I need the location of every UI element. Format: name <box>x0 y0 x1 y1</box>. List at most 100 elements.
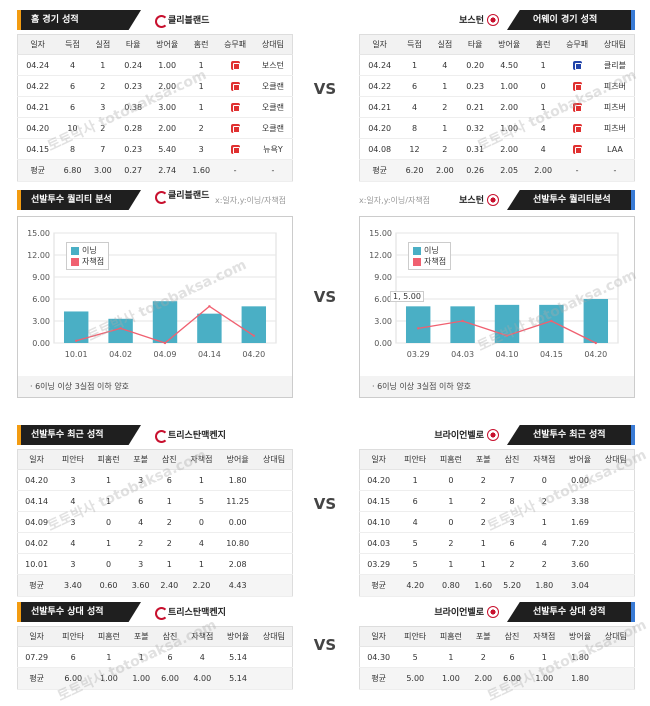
average-cell: 6.80 <box>57 159 88 182</box>
table-cell: 7 <box>87 138 119 160</box>
y-tick-label: 9.00 <box>32 273 50 282</box>
y-tick-label: 15.00 <box>27 229 50 238</box>
table-cell: 1 <box>90 469 127 491</box>
average-cell: 0.27 <box>118 159 149 182</box>
earned-runs-swatch-icon <box>71 257 79 266</box>
average-cell <box>597 667 635 690</box>
table-cell: LAA <box>595 138 635 160</box>
average-cell: 6.20 <box>399 159 430 182</box>
table-cell <box>256 553 293 575</box>
table-cell: 0.20 <box>460 54 491 76</box>
table-cell: 6 <box>154 469 184 491</box>
column-header: 자책점 <box>183 449 220 470</box>
table-header-row: 일자 피안타 피홈런 포볼 삼진 자책점 방어율 상대팀 <box>359 626 635 647</box>
chart-tooltip: 1, 5.00 <box>390 291 424 302</box>
table-cell: 1 <box>87 54 119 76</box>
table-cell: 4 <box>397 511 434 533</box>
cleveland-logo-icon <box>153 429 168 443</box>
table-row: 03.29 5 1 1 2 2 3.60 <box>359 553 635 575</box>
table-cell: 0.00 <box>219 511 257 533</box>
average-cell: 평균 <box>359 667 398 690</box>
boston-logo-icon <box>487 13 499 26</box>
table-cell: 04.15 <box>17 138 58 160</box>
table-cell: 04.22 <box>17 75 58 97</box>
vs-label: VS <box>313 80 337 98</box>
table-cell <box>256 490 293 512</box>
y-tick-label: 6.00 <box>32 295 50 304</box>
table-cell: 3 <box>55 469 91 491</box>
table-cell: 04.24 <box>359 54 400 76</box>
column-header: 포볼 <box>126 626 156 647</box>
average-cell: 1.80 <box>562 667 598 690</box>
recent-left-team: 트리스탄맥켄지 <box>153 428 226 443</box>
table-cell: 2 <box>185 117 217 139</box>
table-cell: 4 <box>184 646 221 668</box>
table-cell: 1 <box>91 646 127 668</box>
table-cell: 3.38 <box>562 490 598 512</box>
column-header: 피홈런 <box>91 626 127 647</box>
table-cell: 2 <box>468 511 498 533</box>
table-cell: 8 <box>497 490 527 512</box>
table-cell: 0 <box>527 75 559 97</box>
table-row: 04.15 8 7 0.23 5.40 3 뉴욕Y <box>17 138 293 160</box>
matchup-right-team: 브라이언벨로 <box>434 605 499 618</box>
home-record-table: 일자 득점 실점 타율 방어율 홈런 승무패 상대팀 04.24 4 1 0.24 1.00 1 보스턴 04… <box>17 34 293 182</box>
average-cell: 2.74 <box>148 159 186 182</box>
table-cell: 5 <box>397 532 434 554</box>
average-cell: 평균 <box>17 667 56 690</box>
home-team-name: 클리블랜드 <box>168 16 210 26</box>
matchup-right-table: 일자 피안타 피홈런 포볼 삼진 자책점 방어율 상대팀 04.30 5 1 2 6 1 1.80 평균 5.0… <box>359 626 635 690</box>
bar-innings <box>450 306 475 343</box>
y-tick-label: 12.00 <box>27 251 50 260</box>
table-cell: 04.03 <box>359 532 398 554</box>
x-tick-label: 04.09 <box>154 350 177 359</box>
table-row: 04.24 4 1 0.24 1.00 1 보스턴 <box>17 54 293 76</box>
column-header: 홈런 <box>527 34 559 55</box>
loss-badge-icon <box>572 144 582 154</box>
table-row: 04.20 8 1 0.32 1.00 4 피츠버 <box>359 117 635 139</box>
table-header-row: 일자 득점 실점 타율 방어율 홈런 승무패 상대팀 <box>359 34 635 55</box>
average-cell: 3.04 <box>562 574 598 597</box>
average-cell: - <box>253 159 293 182</box>
column-header: 방어율 <box>220 626 256 647</box>
y-tick-label: 0.00 <box>374 339 392 348</box>
table-cell: 11.25 <box>219 490 257 512</box>
quality-right-chart-svg: 0.00 3.00 6.00 9.00 12.00 15.00 03.29 04.03 04.1… <box>369 229 619 359</box>
table-cell: 2 <box>468 469 498 491</box>
average-cell: 3.60 <box>126 574 155 597</box>
recent-right-panel: 선발투수 최근 성적 브라이언벨로 일자 피안타 피홈런 포볼 삼진 자책점 방어율 상대팀 0… <box>359 425 635 597</box>
table-cell <box>597 646 635 668</box>
table-cell: 1.80 <box>219 469 257 491</box>
quality-left-panel: 선발투수 퀄리티 분석 클리블랜드 x:일자,y:이닝/자책점 <box>17 190 293 210</box>
table-cell: 1 <box>90 490 127 512</box>
average-cell: 1.60 <box>185 159 217 182</box>
table-cell <box>597 511 635 533</box>
table-cell: 4 <box>527 138 559 160</box>
away-team-name: 보스턴 <box>459 16 484 26</box>
table-cell: 1 <box>399 54 430 76</box>
point-earned-runs <box>594 341 597 345</box>
average-cell: 5.20 <box>497 574 527 597</box>
table-cell: 04.20 <box>17 117 58 139</box>
x-tick-label: 04.14 <box>198 350 221 359</box>
matchup-left-team: 트리스탄맥켄지 <box>153 605 226 620</box>
table-cell: 7 <box>497 469 527 491</box>
matchup-left-panel: 선발투수 상대 성적 트리스탄맥켄지 일자 피안타 피홈런 포볼 삼진 자책점 방어율 상대팀… <box>17 602 293 690</box>
home-team-label: 클리블랜드 <box>153 13 210 28</box>
table-cell: 04.20 <box>359 469 398 491</box>
point-earned-runs <box>75 339 78 342</box>
table-row: 04.22 6 2 0.23 2.00 1 오클랜 <box>17 75 293 97</box>
average-cell: 2.05 <box>490 159 528 182</box>
table-cell: 4 <box>399 96 430 118</box>
earned-runs-swatch-icon <box>413 257 421 266</box>
x-tick-label: 04.15 <box>540 350 563 359</box>
table-cell: 뉴욕Y <box>253 138 293 160</box>
average-cell: 평균 <box>359 159 400 182</box>
table-cell: 1 <box>433 553 469 575</box>
table-cell: 1 <box>468 532 498 554</box>
table-cell: 2 <box>154 511 184 533</box>
table-cell: 1 <box>183 553 220 575</box>
recent-right-table: 일자 피안타 피홈런 포볼 삼진 자책점 방어율 상대팀 04.20 1 0 2 7 0 0.00 04.15… <box>359 449 635 597</box>
legend-item-innings: 이닝 <box>413 245 446 256</box>
table-cell: 04.30 <box>359 646 398 668</box>
